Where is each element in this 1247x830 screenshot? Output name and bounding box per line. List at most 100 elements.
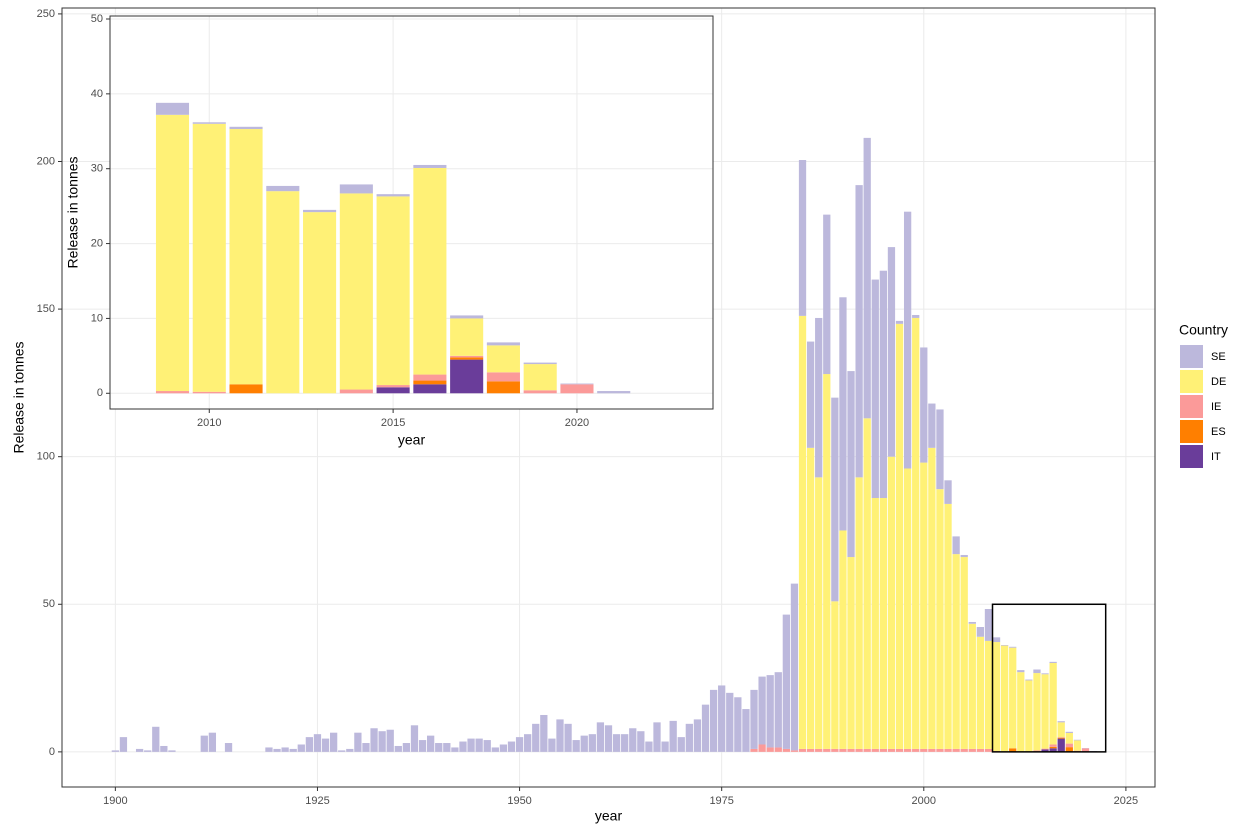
bar-segment [887,247,896,457]
bar-segment [548,738,556,752]
bar-segment [758,744,766,752]
zoom-box [991,603,1107,753]
bar-segment [413,380,447,385]
bar-segment [376,387,410,394]
bar-segment [604,725,613,752]
bar-segment [871,498,879,749]
x-tick-label: 1950 [507,795,531,807]
bar-segment [450,359,484,394]
bar-segment [976,636,985,749]
bar-segment [960,554,968,558]
bar-segment [847,371,855,558]
bar-segment [839,748,847,752]
bar-segment [1017,672,1025,752]
bar-segment [806,748,815,752]
bar-segment [823,214,831,375]
bar-segment [839,297,847,531]
legend-label: IE [1211,401,1221,413]
panel-border [61,7,1156,788]
bar-segment [992,642,1001,751]
bar-segment [1065,743,1073,748]
bar-segment [726,692,734,752]
bar-segment [968,748,976,752]
bar-segment [823,374,831,749]
bar-segment [281,747,289,752]
bar-segment [410,725,419,752]
bar-segment [831,397,839,602]
legend-label: DE [1211,376,1226,388]
bar-segment [160,745,168,752]
bar-segment [629,728,637,752]
bar-segment [831,601,839,749]
bar-segment [798,160,807,316]
bar-segment [928,403,936,448]
bar-segment [815,748,823,752]
bar-segment [524,734,532,752]
bar-segment [815,317,823,478]
bar-segment [944,748,952,752]
y-tick-label: 200 [37,155,55,167]
bar-segment [621,734,629,752]
x-axis-title: year [398,432,426,448]
y-tick-label: 0 [49,746,55,758]
bar-segment [413,167,447,375]
bar-segment [378,731,386,752]
bar-segment [984,609,993,641]
bar-segment [1065,747,1073,752]
bar-segment [693,719,702,752]
bar-segment [560,384,594,394]
bar-segment [475,738,483,752]
bar-segment [758,676,766,745]
bar-segment [645,741,653,752]
bar-segment [1017,670,1025,673]
bar-segment [637,731,645,752]
bar-segment [229,129,263,385]
bar-segment [774,672,782,748]
x-tick-label: 2025 [1114,795,1138,807]
legend-label: ES [1211,426,1226,438]
bar-segment [321,738,330,752]
bar-segment [467,738,475,752]
bar-segment [459,741,467,752]
bar-segment [427,735,435,752]
y-axis-title: Release in tonnes [11,341,27,453]
bar-segment [338,750,346,752]
x-tick-label: 2000 [912,795,936,807]
bar-segment [976,748,985,752]
bar-segment [515,737,524,752]
bar-segment [903,211,912,469]
bar-segment [297,744,305,752]
bar-segment [815,477,823,749]
bar-segment [750,748,758,752]
bar-segment [580,735,588,752]
bar-segment [992,637,1001,643]
bar-segment [1009,647,1017,749]
y-tick-label: 20 [91,237,103,249]
bar-segment [523,390,557,394]
bar-segment [863,748,871,752]
bar-segment [450,355,484,358]
bar-segment [806,447,815,749]
x-axis-title: year [595,808,623,824]
bar-segment [669,720,677,752]
bar-segment [303,212,337,394]
bar-segment [192,123,226,392]
y-tick-label: 40 [91,88,103,100]
bar-segment [329,732,338,752]
bar-segment [1025,679,1033,681]
x-tick-label: 1900 [103,795,127,807]
bar-segment [685,723,693,752]
bar-segment [976,627,985,637]
bar-segment [920,748,928,752]
bar-segment [798,315,807,749]
bar-segment [413,374,447,381]
legend-label: SE [1211,351,1226,363]
bar-segment [119,737,128,752]
bar-segment [597,391,631,394]
bar-segment [806,341,815,448]
panel-border [109,15,714,410]
bar-segment [928,447,936,749]
bar-segment [111,750,119,752]
bar-segment [556,719,564,752]
bar-segment [766,675,774,748]
